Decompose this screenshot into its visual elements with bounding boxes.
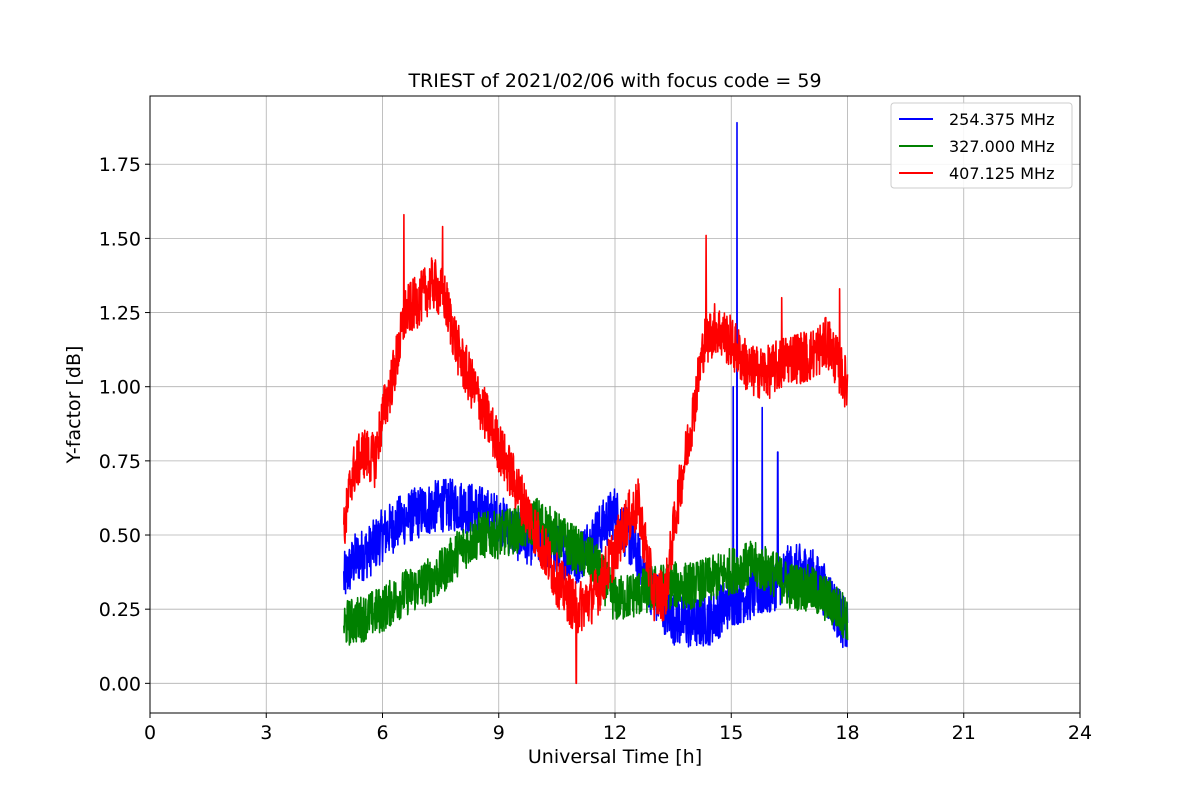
y-axis-label: Y-factor [dB] xyxy=(63,346,85,465)
x-tick-label: 9 xyxy=(493,722,505,744)
x-tick-label: 15 xyxy=(719,722,743,744)
legend-box xyxy=(890,102,1073,189)
y-tick-label: 0.75 xyxy=(99,451,141,473)
x-tick-label: 12 xyxy=(603,722,627,744)
y-tick-label: 0.25 xyxy=(99,599,141,621)
legend-label: 254.375 MHz xyxy=(949,110,1054,129)
x-tick-label: 18 xyxy=(835,722,859,744)
y-tick-label: 1.50 xyxy=(99,228,141,250)
x-tick-label: 21 xyxy=(952,722,976,744)
x-axis-label: Universal Time [h] xyxy=(528,746,702,768)
x-tick-label: 6 xyxy=(376,722,388,744)
series-line-2 xyxy=(343,213,849,685)
plot-lines xyxy=(343,121,849,685)
x-tick-label: 24 xyxy=(1068,722,1092,744)
y-tick-label: 1.25 xyxy=(99,303,141,325)
legend-label: 407.125 MHz xyxy=(949,164,1054,183)
x-tick-label: 0 xyxy=(144,722,156,744)
legend-label: 327.000 MHz xyxy=(949,137,1054,156)
y-tick-label: 1.00 xyxy=(99,377,141,399)
x-tick-label: 3 xyxy=(260,722,272,744)
series-line-1 xyxy=(343,497,849,646)
y-tick-label: 0.50 xyxy=(99,525,141,547)
series-line-0 xyxy=(343,121,849,649)
chart-title: TRIEST of 2021/02/06 with focus code = 5… xyxy=(407,70,821,92)
y-tick-label: 0.00 xyxy=(99,673,141,695)
y-axis-ticks: 0.00 0.25 0.50 0.75 1.00 1.25 1.50 1.75 xyxy=(99,154,150,695)
y-tick-label: 1.75 xyxy=(99,154,141,176)
x-axis-ticks: 0 3 6 9 12 15 18 21 24 xyxy=(144,713,1092,744)
legend: 254.375 MHz 327.000 MHz 407.125 MHz xyxy=(890,102,1073,189)
